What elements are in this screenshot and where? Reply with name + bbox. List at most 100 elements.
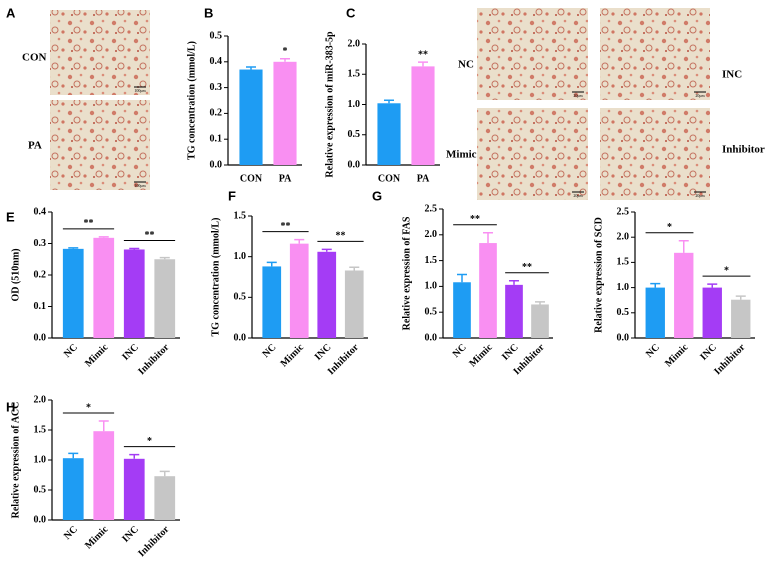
scale-label: 20μm bbox=[695, 93, 705, 98]
panel-letter: B bbox=[204, 5, 213, 20]
bar bbox=[123, 249, 145, 338]
error-bar bbox=[129, 453, 140, 459]
y-tick-label: 0.0 bbox=[234, 332, 247, 343]
y-tick-label: 0.4 bbox=[34, 206, 47, 217]
image-label: Mimic bbox=[446, 149, 477, 161]
error-bar bbox=[509, 279, 519, 285]
error-bar bbox=[129, 247, 140, 250]
y-tick-label: 2.5 bbox=[617, 206, 630, 217]
error-bar bbox=[321, 248, 332, 252]
x-tick-label: INC bbox=[313, 342, 334, 363]
y-tick-label: 2.0 bbox=[34, 394, 47, 405]
y-tick-label: 1.0 bbox=[425, 281, 438, 292]
error-bar bbox=[280, 57, 290, 62]
x-tick-label: Inhibitor bbox=[326, 342, 362, 378]
image-label: NC bbox=[458, 59, 474, 71]
error-bar bbox=[98, 420, 109, 432]
x-tick-label: Inhibitor bbox=[136, 342, 172, 378]
bar bbox=[62, 248, 84, 338]
y-tick-label: 0.0 bbox=[425, 332, 438, 343]
x-tick-label: INC bbox=[500, 342, 521, 363]
y-tick-label: 1.0 bbox=[234, 251, 247, 262]
x-tick-label: Inhibitor bbox=[136, 524, 172, 560]
y-axis-label: OD (510nm) bbox=[10, 248, 21, 301]
bar bbox=[505, 284, 523, 338]
y-tick-label: 0.2 bbox=[210, 108, 223, 119]
y-tick-label: 1.5 bbox=[425, 255, 438, 266]
y-tick-label: 0.0 bbox=[348, 159, 361, 170]
scale-label: 20μm bbox=[573, 193, 583, 198]
scale-label: 20μm bbox=[573, 93, 583, 98]
bar bbox=[344, 270, 364, 338]
x-tick-label: INC bbox=[120, 524, 141, 545]
bar bbox=[731, 299, 751, 338]
error-bar bbox=[735, 295, 746, 300]
y-tick-label: 1.0 bbox=[34, 454, 47, 465]
significance: * bbox=[147, 436, 152, 447]
panel-letter: F bbox=[228, 188, 236, 203]
significance: ** bbox=[418, 49, 428, 60]
bar bbox=[239, 69, 263, 165]
scale-label: 100μm bbox=[134, 183, 146, 188]
y-tick-label: 2.0 bbox=[348, 38, 361, 49]
panel-letter: E bbox=[6, 209, 15, 224]
x-tick-label: Mimic bbox=[83, 342, 111, 370]
panel-letter: A bbox=[6, 5, 16, 20]
bar bbox=[317, 251, 337, 338]
error-bar bbox=[678, 239, 689, 253]
y-axis-label: TG concentration (mmol/L) bbox=[210, 218, 221, 337]
panel-letter: H bbox=[6, 399, 15, 414]
bar bbox=[411, 66, 435, 165]
error-bar bbox=[159, 470, 170, 477]
error-bar bbox=[246, 66, 256, 70]
significance: * bbox=[667, 222, 672, 233]
y-tick-label: 0.1 bbox=[210, 133, 223, 144]
error-bar bbox=[457, 273, 467, 283]
error-bar bbox=[650, 282, 661, 288]
y-tick-label: 2.0 bbox=[425, 229, 438, 240]
y-tick-label: 0.3 bbox=[34, 238, 47, 249]
x-tick-label: NC bbox=[62, 524, 80, 542]
y-tick-label: 0.2 bbox=[34, 269, 47, 280]
bar bbox=[273, 61, 297, 165]
significance: ** bbox=[145, 230, 155, 241]
error-bar bbox=[707, 283, 718, 288]
x-tick-label: Mimic bbox=[279, 342, 307, 370]
x-tick-label: Mimic bbox=[663, 342, 691, 370]
y-tick-label: 1.5 bbox=[34, 424, 47, 435]
bar bbox=[674, 252, 694, 338]
x-tick-label: NC bbox=[62, 342, 80, 360]
image-label: CON bbox=[22, 52, 47, 64]
micrograph bbox=[600, 8, 710, 100]
bar bbox=[123, 458, 145, 520]
panel-letter: C bbox=[346, 5, 356, 20]
significance: * bbox=[283, 46, 288, 57]
y-tick-label: 0.5 bbox=[617, 307, 630, 318]
error-bar bbox=[349, 266, 360, 271]
bar bbox=[289, 243, 309, 338]
bar bbox=[479, 243, 497, 338]
error-bar bbox=[68, 452, 79, 459]
y-tick-label: 1.5 bbox=[617, 257, 630, 268]
y-tick-label: 0.3 bbox=[210, 82, 223, 93]
significance: ** bbox=[522, 262, 532, 273]
y-tick-label: 1.0 bbox=[348, 99, 361, 110]
error-bar bbox=[384, 99, 394, 104]
error-bar bbox=[535, 301, 545, 305]
significance: ** bbox=[84, 218, 94, 229]
image-label: Inhibitor bbox=[722, 144, 765, 156]
micrograph bbox=[477, 108, 588, 200]
x-tick-label: PA bbox=[279, 173, 292, 184]
bar bbox=[645, 287, 665, 338]
significance: * bbox=[724, 265, 729, 276]
micrograph bbox=[600, 108, 710, 200]
bar bbox=[453, 282, 471, 338]
bar bbox=[377, 103, 401, 165]
y-tick-label: 0.4 bbox=[210, 56, 223, 67]
significance: ** bbox=[470, 214, 480, 225]
y-axis-label: TG concentration (mmol/L) bbox=[186, 41, 197, 160]
y-tick-label: 2.5 bbox=[425, 203, 438, 214]
error-bar bbox=[68, 247, 79, 249]
x-tick-label: NC bbox=[451, 342, 469, 360]
